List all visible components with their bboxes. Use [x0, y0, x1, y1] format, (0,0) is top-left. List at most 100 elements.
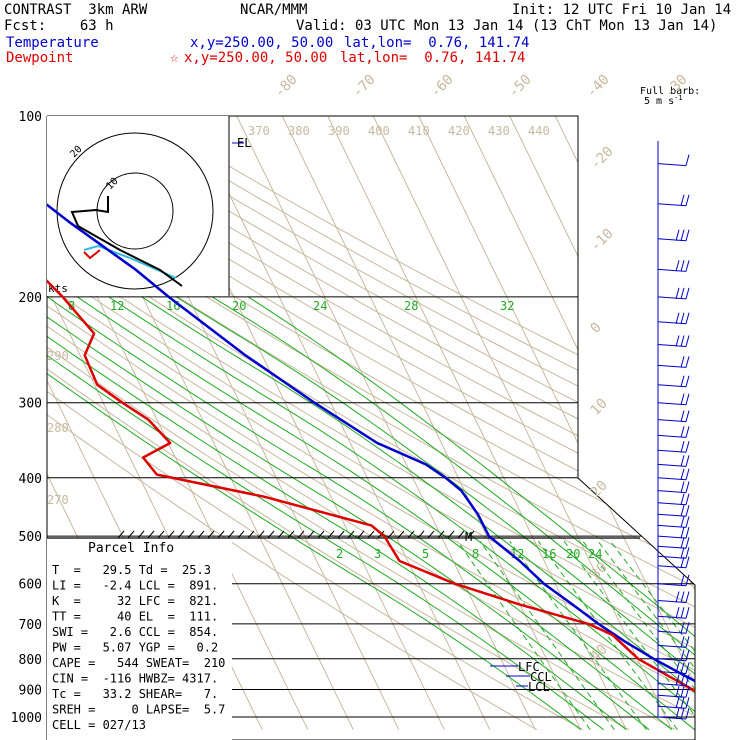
wind-barb-flag — [685, 468, 690, 480]
parcel-info-title: Parcel Info — [88, 541, 174, 556]
wind-barb-flag — [685, 636, 690, 648]
dry-adiabat-line — [93, 128, 695, 731]
isotherm-line — [307, 116, 673, 730]
wind-barb — [657, 607, 690, 619]
wind-barb — [657, 229, 690, 242]
wind-barb-flag — [685, 426, 690, 438]
wind-barb-flag — [675, 707, 680, 720]
mixing-ratio-tick-label: 20 — [232, 299, 246, 313]
pressure-tick-label: 900 — [19, 684, 42, 699]
hatch-mark — [197, 530, 205, 539]
isotherm-line — [125, 116, 491, 730]
hatch-mark — [327, 530, 335, 539]
dry-adiabat-line — [47, 128, 695, 731]
hatch-mark — [347, 530, 355, 539]
barb-legend-units: 5 m s-1 — [644, 94, 683, 107]
wind-barb — [657, 707, 690, 720]
hatch-mark — [267, 530, 275, 539]
wind-barb-flag — [680, 556, 685, 568]
pressure-tick-label: 800 — [19, 653, 42, 668]
wind-barb — [657, 516, 690, 528]
wind-barb-flag — [685, 375, 690, 387]
hatch-mark — [317, 530, 325, 539]
moist-adiabat-line — [47, 296, 582, 731]
moist-adiabat-line — [211, 296, 695, 731]
isotherm-tick-label: 10 — [588, 396, 611, 419]
moist-adiabat-line — [176, 296, 695, 731]
ccl-marker-label: CCL — [530, 670, 552, 684]
mixing-ratio-line — [457, 540, 591, 730]
hodograph-trace-low — [83, 249, 101, 260]
temperature-profile-line — [47, 116, 695, 719]
isotherm-line — [80, 116, 445, 730]
isotherm-line — [47, 116, 354, 730]
pressure-tick-label: 1000 — [11, 711, 42, 726]
isotherm-tick-label: -40 — [584, 72, 613, 101]
wind-barb-flag — [685, 537, 690, 549]
dry-adiabat-line — [47, 128, 676, 731]
wind-barb-flag — [680, 393, 685, 405]
wind-barb-flag — [685, 526, 690, 539]
wind-barb — [657, 287, 690, 300]
dry-adiabat-line — [47, 128, 695, 731]
wind-barb — [657, 410, 690, 423]
hatch-mark — [207, 530, 215, 539]
wind-barb-flag — [680, 574, 685, 586]
theta-tick-label: 440 — [528, 124, 550, 138]
theta-tick-label: 270 — [47, 493, 69, 507]
parcel-info-box — [47, 538, 232, 740]
hatch-mark — [147, 530, 155, 539]
wind-barb-flag — [685, 441, 690, 453]
hatch-mark — [387, 530, 395, 539]
wind-barb — [657, 312, 690, 325]
wind-barb-flag — [680, 697, 685, 709]
hatch-mark — [427, 530, 435, 539]
wind-barb-flag — [680, 636, 685, 648]
hodograph-trace-mid — [83, 244, 177, 279]
wind-barb-flag — [685, 356, 690, 368]
isotherm-tick-label: -60 — [428, 72, 457, 101]
dry-adiabat-line — [47, 128, 695, 731]
wind-barb — [657, 622, 690, 634]
hatch-mark — [307, 530, 315, 539]
pressure-tick-label: 200 — [19, 291, 42, 306]
wind-barb-flag — [680, 526, 685, 539]
lcl-marker-label: LCL — [528, 680, 550, 694]
wind-barb — [657, 468, 690, 481]
wind-barb-shaft — [657, 163, 687, 167]
dry-adiabat-line — [47, 128, 584, 731]
mixing-ratio-tick-label: 8 — [472, 547, 479, 561]
parcel-info-row: SWI = 2.6 CCL = 854. — [52, 625, 218, 639]
level-markers: EL LFC CCL LCL M — [232, 136, 552, 694]
parcel-info-row: CELL = 027/13 — [52, 718, 146, 732]
wind-barb-flag — [685, 547, 690, 559]
parcel-info-row: Tc = 33.2 SHEAR= 7. — [52, 687, 218, 701]
mixing-ratio-tick-label: 24 — [313, 299, 327, 313]
isotherm-tick-label: -10 — [588, 226, 617, 255]
hatch-mark — [457, 530, 465, 539]
wind-barb-flag — [680, 410, 685, 422]
hatch-mark — [257, 530, 265, 539]
isotherm-tick-label: 0 — [588, 320, 605, 337]
hatch-mark — [397, 530, 405, 539]
isotherm-tick-label: -20 — [588, 144, 617, 173]
dry-adiabat-line — [117, 128, 695, 731]
hatch-mark — [467, 530, 475, 539]
pressure-tick-label: 300 — [19, 397, 42, 412]
hatch-mark — [437, 530, 445, 539]
hodograph-ring-outer — [56, 132, 214, 290]
wind-barb — [657, 335, 690, 347]
hatch-mark — [177, 530, 185, 539]
mixing-ratio-tick-label: 24 — [588, 547, 602, 561]
hatch-mark — [417, 530, 425, 539]
isotherm-line — [216, 116, 582, 730]
wind-barb-flag — [680, 356, 685, 368]
m-marker-label: M — [465, 530, 472, 544]
wind-barb — [657, 662, 690, 674]
wind-barb — [657, 493, 690, 506]
isotherm-line — [262, 116, 627, 730]
hatch-mark — [277, 530, 285, 539]
mixing-ratio-tick-label: 16 — [542, 547, 556, 561]
dewpoint-xy: x,y=250.00, 50.00 — [184, 50, 328, 66]
